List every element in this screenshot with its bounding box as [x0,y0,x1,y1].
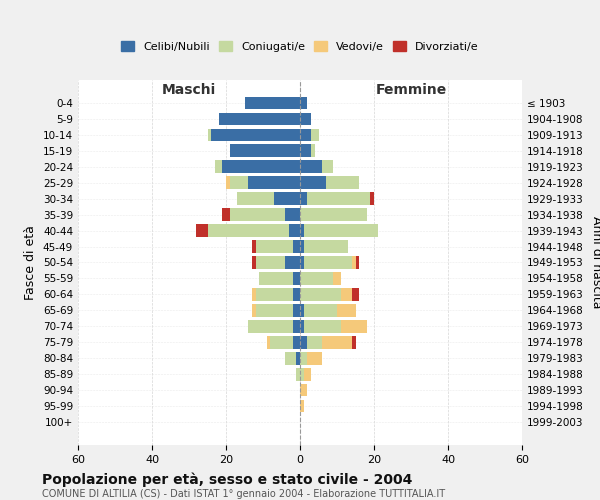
Bar [300,336,307,348]
Y-axis label: Anni di nascita: Anni di nascita [590,216,600,308]
Text: Maschi: Maschi [162,83,216,97]
Bar [222,208,230,221]
Bar [259,272,293,284]
Bar [352,256,355,268]
Bar [300,176,326,189]
Bar [300,240,304,253]
Bar [296,368,300,380]
Bar [300,272,334,284]
Bar [256,240,293,253]
Bar [300,128,311,141]
Bar [326,176,359,189]
Bar [285,208,300,221]
Bar [256,256,285,268]
Bar [285,256,300,268]
Bar [252,288,256,300]
Bar [230,208,285,221]
Bar [304,304,337,316]
Bar [237,192,274,205]
Bar [252,304,256,316]
Bar [293,240,300,253]
Bar [196,224,208,237]
Bar [230,144,300,157]
Bar [293,272,300,284]
Bar [337,304,355,316]
Bar [271,336,293,348]
Bar [307,336,322,348]
Bar [230,176,248,189]
Bar [248,176,300,189]
Bar [311,144,315,157]
Bar [215,160,223,173]
Bar [300,208,367,221]
Bar [334,272,341,284]
Bar [293,288,300,300]
Bar [341,288,352,300]
Y-axis label: Fasce di età: Fasce di età [25,225,37,300]
Bar [300,144,311,157]
Bar [223,160,300,173]
Bar [322,160,334,173]
Bar [304,320,341,332]
Bar [322,336,352,348]
Bar [370,192,374,205]
Bar [300,96,307,109]
Bar [307,192,370,205]
Text: Popolazione per età, sesso e stato civile - 2004: Popolazione per età, sesso e stato civil… [42,472,412,487]
Text: COMUNE DI ALTILIA (CS) - Dati ISTAT 1° gennaio 2004 - Elaborazione TUTTITALIA.IT: COMUNE DI ALTILIA (CS) - Dati ISTAT 1° g… [42,489,445,499]
Bar [300,304,304,316]
Bar [245,96,300,109]
Bar [304,256,352,268]
Bar [352,336,355,348]
Text: Femmine: Femmine [376,83,446,97]
Bar [300,224,304,237]
Bar [252,256,256,268]
Bar [248,320,293,332]
Bar [226,176,230,189]
Bar [355,256,359,268]
Bar [252,240,256,253]
Bar [300,112,311,125]
Bar [289,224,300,237]
Bar [293,320,300,332]
Bar [304,240,348,253]
Bar [293,336,300,348]
Bar [300,320,304,332]
Bar [266,336,271,348]
Bar [256,304,293,316]
Bar [341,320,367,332]
Bar [304,224,378,237]
Bar [296,352,300,364]
Bar [300,384,307,396]
Bar [256,288,293,300]
Bar [311,128,319,141]
Bar [352,288,359,300]
Bar [300,288,341,300]
Bar [300,192,307,205]
Bar [300,160,322,173]
Bar [304,368,311,380]
Bar [300,352,307,364]
Bar [300,256,304,268]
Bar [307,352,322,364]
Bar [285,352,296,364]
Bar [208,128,211,141]
Bar [208,224,289,237]
Bar [293,304,300,316]
Bar [274,192,300,205]
Bar [300,400,304,412]
Legend: Celibi/Nubili, Coniugati/e, Vedovi/e, Divorziati/e: Celibi/Nubili, Coniugati/e, Vedovi/e, Di… [118,38,482,56]
Bar [211,128,300,141]
Bar [300,368,304,380]
Bar [218,112,300,125]
